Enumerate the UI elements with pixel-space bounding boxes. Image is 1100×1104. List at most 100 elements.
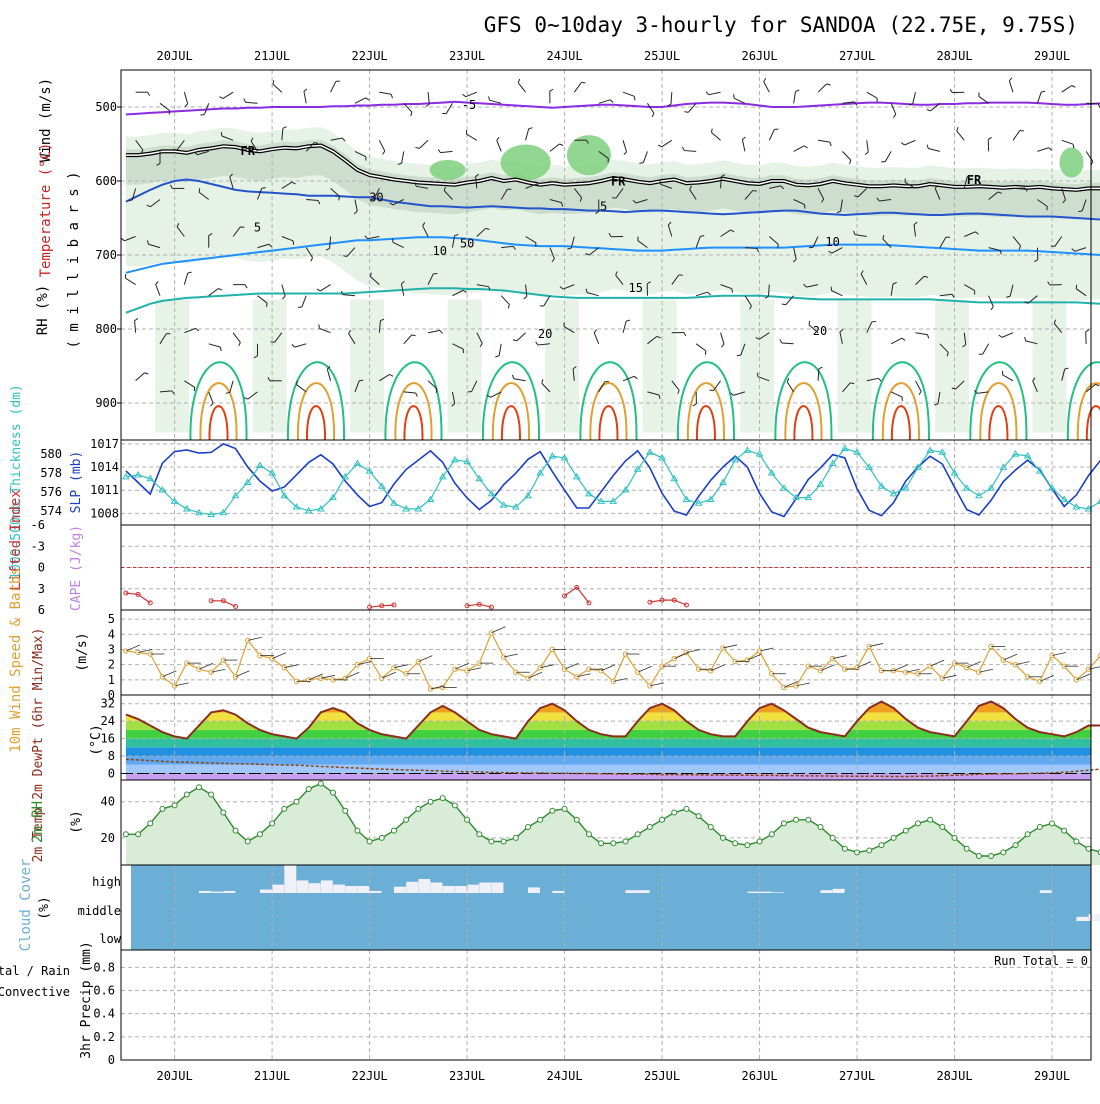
cloud-high-bar bbox=[528, 887, 540, 893]
wind-barb bbox=[1086, 103, 1098, 104]
cloud-level-label: high bbox=[92, 875, 121, 889]
wind10m-barb bbox=[382, 672, 396, 678]
rh2m-point bbox=[379, 835, 384, 840]
y-tick-label: 500 bbox=[95, 100, 117, 114]
cloud-mid-bar bbox=[1076, 917, 1088, 921]
rh2m-point bbox=[270, 821, 275, 826]
date-label-top: 27JUL bbox=[839, 49, 875, 63]
date-label-bottom: 26JUL bbox=[741, 1069, 777, 1083]
rh2m-point bbox=[1086, 846, 1091, 851]
wind-barb-flag bbox=[660, 180, 661, 184]
wind10m-barb bbox=[491, 627, 505, 633]
slp-tick-label: 1014 bbox=[90, 460, 119, 474]
contour-label: 20 bbox=[813, 324, 827, 338]
li-tick-label: 0 bbox=[38, 561, 45, 575]
rh2m-point bbox=[1013, 843, 1018, 848]
contour-label: 5 bbox=[600, 200, 607, 214]
y-tick-label: 600 bbox=[95, 174, 117, 188]
wind-tick-label: 1 bbox=[108, 673, 115, 687]
rh2m-point bbox=[635, 832, 640, 837]
rh2m-point bbox=[586, 832, 591, 837]
lifted-index-line bbox=[370, 605, 394, 607]
rh2m-point bbox=[562, 806, 567, 811]
wind-barb-flag bbox=[634, 96, 635, 100]
contour-label: 5 bbox=[254, 220, 261, 234]
rh-band-low bbox=[838, 299, 872, 432]
temp-tick-label: 0 bbox=[108, 766, 115, 780]
cloud-high-bar bbox=[491, 883, 503, 894]
rh2m-point bbox=[391, 828, 396, 833]
date-label-bottom: 25JUL bbox=[644, 1069, 680, 1083]
cloud-high-bar bbox=[272, 885, 284, 893]
li-tick-label: -3 bbox=[31, 539, 45, 553]
cloud-high-bar bbox=[284, 865, 296, 893]
rh2m-point bbox=[830, 835, 835, 840]
cloud-high-bar bbox=[370, 891, 382, 893]
temp-tick-label: 32 bbox=[101, 697, 115, 711]
rh-band-low bbox=[1033, 299, 1067, 432]
rh-moist-area bbox=[501, 145, 551, 181]
rh-tick-label: 40 bbox=[101, 795, 115, 809]
wind10m-barb bbox=[601, 665, 615, 671]
ylabel-temperature: Temperature (°C) bbox=[38, 143, 54, 278]
rh2m-point bbox=[647, 825, 652, 830]
temp-band bbox=[121, 712, 1091, 721]
rh2m-point bbox=[318, 781, 323, 786]
rh2m-point bbox=[903, 828, 908, 833]
cloud-high-bar bbox=[260, 890, 272, 894]
cloud-high-bar bbox=[638, 890, 650, 893]
rh2m-point bbox=[1074, 839, 1079, 844]
lifted-index-point bbox=[587, 601, 591, 605]
cloud-level-label: middle bbox=[78, 904, 121, 918]
contour-label: 10 bbox=[433, 244, 447, 258]
wind10m-barb bbox=[820, 665, 834, 671]
contour-label: -5 bbox=[462, 98, 476, 112]
wind-barb-flag bbox=[359, 380, 363, 381]
ylabel-cloud: Cloud Cover bbox=[18, 859, 34, 952]
rh2m-point bbox=[696, 814, 701, 819]
rh2m-point bbox=[148, 821, 153, 826]
date-label-bottom: 28JUL bbox=[936, 1069, 972, 1083]
rh2m-point bbox=[660, 817, 665, 822]
rh2m-point bbox=[684, 806, 689, 811]
wind10m-barb bbox=[1003, 654, 1017, 660]
cloud-high-bar bbox=[820, 890, 832, 893]
cloud-high-bar bbox=[443, 886, 455, 893]
wind10m-barb bbox=[674, 653, 688, 659]
rh2m-point bbox=[331, 790, 336, 795]
cloud-high-bar bbox=[455, 886, 467, 893]
wind10m-barb bbox=[930, 660, 944, 666]
cloud-high-bar bbox=[296, 880, 308, 893]
freezing-level-label: FR bbox=[967, 173, 982, 187]
rh-tick-label: 20 bbox=[101, 831, 115, 845]
wind10m-point bbox=[380, 676, 384, 680]
temp-tick-label: 8 bbox=[108, 749, 115, 763]
rh-moist-area bbox=[430, 160, 466, 180]
cloud-high-bar bbox=[467, 885, 479, 893]
rh2m-point bbox=[855, 850, 860, 855]
precip-tick-label: 0.6 bbox=[93, 984, 115, 998]
ylabel-slp: SLP (mb) bbox=[69, 451, 84, 514]
slp-tick-label: 1008 bbox=[90, 506, 119, 520]
rh2m-point bbox=[416, 806, 421, 811]
rh-band-low bbox=[643, 299, 677, 432]
rh2m-point bbox=[355, 828, 360, 833]
rh2m-point bbox=[623, 839, 628, 844]
thickness-tick-label: 580 bbox=[40, 447, 62, 461]
wind10m-barb bbox=[528, 672, 542, 678]
rh2m-point bbox=[672, 810, 677, 815]
rh2m-point bbox=[550, 808, 555, 813]
wind-panel-frame bbox=[121, 610, 1091, 695]
rh2m-point bbox=[209, 792, 214, 797]
ylabel-cloud-unit: (%) bbox=[37, 896, 52, 919]
date-label-top: 28JUL bbox=[936, 49, 972, 63]
ylabel-precip-unit: 3hr Precip (mm) bbox=[79, 941, 94, 1058]
rh2m-point bbox=[757, 839, 762, 844]
rh2m-point bbox=[196, 785, 201, 790]
temp-band bbox=[121, 747, 1091, 756]
rh2m-point bbox=[1025, 832, 1030, 837]
rh2m-point bbox=[806, 817, 811, 822]
